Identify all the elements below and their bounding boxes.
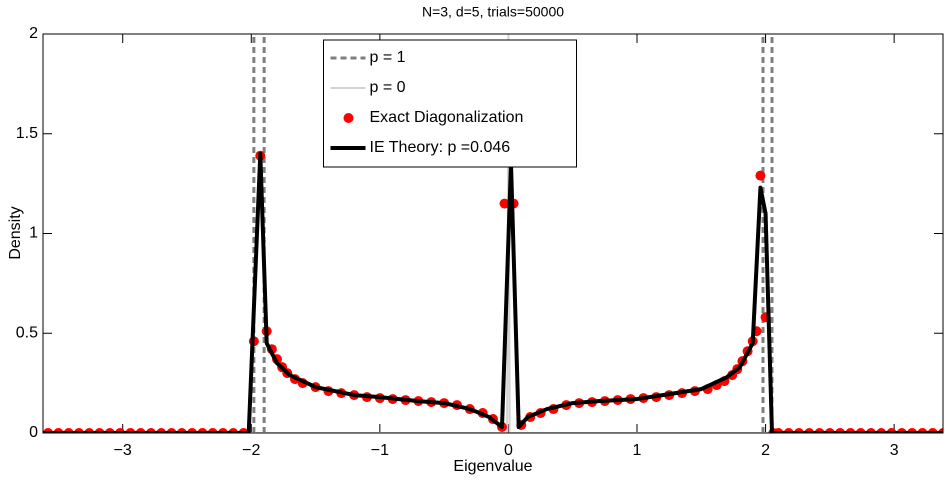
x-tick-label: 1 xyxy=(633,442,642,459)
y-axis-label: Density xyxy=(7,206,24,259)
legend-label: IE Theory: p =0.046 xyxy=(370,139,511,156)
legend-label: p = 1 xyxy=(370,49,406,66)
legend-box xyxy=(323,39,577,168)
x-tick-label: 2 xyxy=(761,442,770,459)
y-tick-label: 0 xyxy=(29,424,38,441)
x-axis-label: Eigenvalue xyxy=(453,458,532,475)
x-tick-label: −1 xyxy=(371,442,389,459)
data-point xyxy=(499,198,510,209)
data-point xyxy=(755,170,766,181)
y-tick-label: 1.5 xyxy=(16,125,38,142)
x-tick-label: 3 xyxy=(890,442,899,459)
legend-label: Exact Diagonalization xyxy=(370,109,524,126)
plot-area xyxy=(43,34,943,433)
y-tick-label: 1 xyxy=(29,225,38,242)
y-tick-label: 2 xyxy=(29,25,38,42)
y-tick-label: 0.5 xyxy=(16,324,38,341)
series-line xyxy=(43,151,943,433)
x-tick-label: 0 xyxy=(504,442,513,459)
x-tick-label: −2 xyxy=(242,442,260,459)
legend-marker xyxy=(343,113,354,123)
chart-title: N=3, d=5, trials=50000 xyxy=(422,4,564,20)
axes-box xyxy=(42,33,944,434)
x-tick-label: −3 xyxy=(114,442,132,459)
legend-label: p = 0 xyxy=(370,79,406,96)
